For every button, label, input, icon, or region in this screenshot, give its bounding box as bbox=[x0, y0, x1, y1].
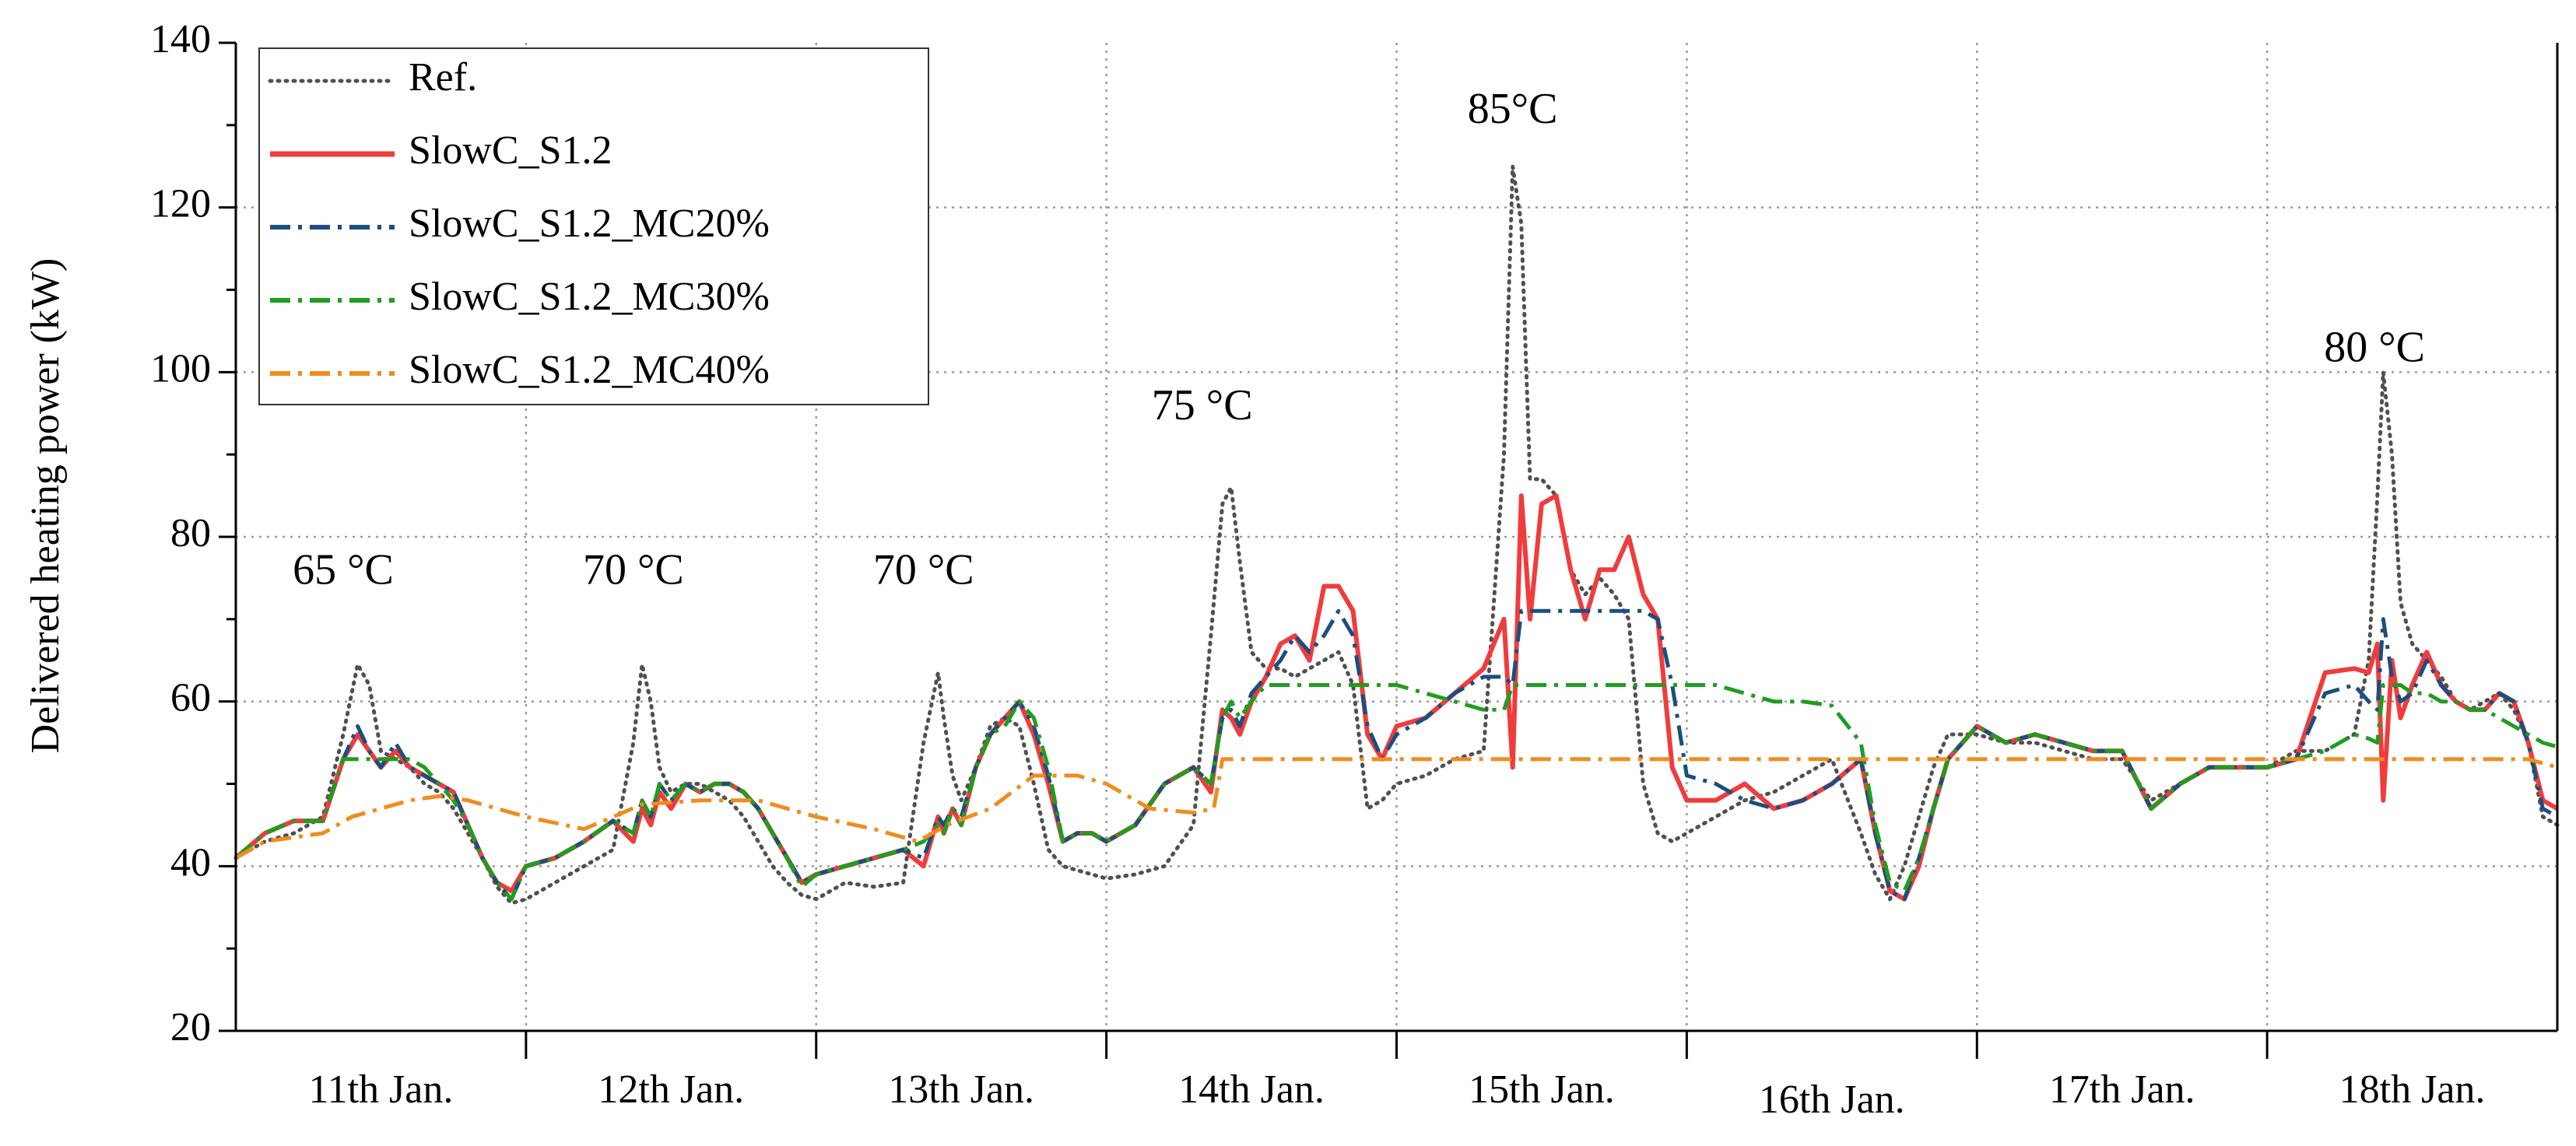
annotation-2: 70 °C bbox=[873, 545, 974, 594]
y-tick-label-80: 80 bbox=[170, 511, 211, 555]
y-tick-label-40: 40 bbox=[170, 840, 211, 885]
series-line-3 bbox=[234, 683, 2558, 902]
legend-label-mc40: SlowC_S1.2_MC40% bbox=[409, 348, 770, 392]
legend: Ref. SlowC_S1.2 SlowC_S1.2_MC20% SlowC_S… bbox=[258, 47, 929, 405]
y-tick-label-100: 100 bbox=[150, 346, 211, 391]
y-tick-label-120: 120 bbox=[150, 182, 211, 226]
annotation-4: 85°C bbox=[1468, 85, 1558, 133]
y-tick-label-60: 60 bbox=[170, 676, 211, 720]
x-category-label-7: 18th Jan. bbox=[2339, 1067, 2486, 1112]
annotations: 65 °C 70 °C 70 °C 75 °C 85°C 80 °C bbox=[293, 85, 2425, 594]
legend-label-mc30: SlowC_S1.2_MC30% bbox=[409, 275, 770, 319]
legend-label-slowc: SlowC_S1.2 bbox=[409, 128, 612, 173]
legend-label-mc20: SlowC_S1.2_MC20% bbox=[409, 202, 770, 246]
legend-box bbox=[258, 47, 929, 405]
x-category-label-5: 16th Jan. bbox=[1759, 1078, 1905, 1122]
legend-label-ref: Ref. bbox=[409, 55, 477, 100]
series-line-4 bbox=[234, 757, 2558, 860]
y-tick-label-140: 140 bbox=[150, 17, 211, 61]
annotation-3: 75 °C bbox=[1152, 381, 1253, 429]
annotation-0: 65 °C bbox=[293, 545, 394, 594]
axes: 20 40 60 80 100 120 140 11th Jan. 12th Jan. 13th … bbox=[150, 17, 2559, 1122]
x-category-label-0: 11th Jan. bbox=[309, 1067, 454, 1112]
x-category-label-2: 13th Jan. bbox=[888, 1067, 1034, 1112]
x-category-label-3: 14th Jan. bbox=[1178, 1067, 1325, 1112]
x-category-label-4: 15th Jan. bbox=[1469, 1067, 1615, 1112]
x-category-label-1: 12th Jan. bbox=[598, 1067, 744, 1112]
x-category-label-6: 17th Jan. bbox=[2049, 1067, 2195, 1112]
annotation-5: 80 °C bbox=[2324, 324, 2425, 372]
y-axis-title: Delivered heating power (kW) bbox=[23, 258, 68, 754]
annotation-1: 70 °C bbox=[583, 545, 684, 594]
series-lines bbox=[233, 164, 2560, 906]
y-tick-label-20: 20 bbox=[170, 1005, 211, 1050]
